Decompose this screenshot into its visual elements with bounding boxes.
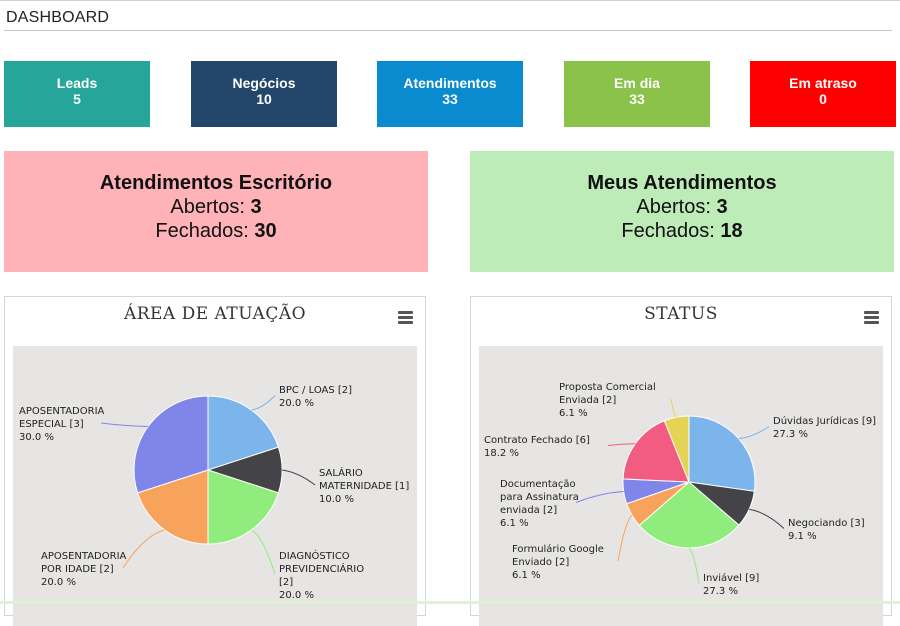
summary-closed-label: Fechados: <box>621 220 715 242</box>
pie-slice-label: Formulário Google Enviado [2] 6.1 % <box>512 543 604 581</box>
stat-card-label: Em dia <box>614 75 660 91</box>
chart-panel-area-atuacao: ÁREA DE ATUAÇÃO BPC / LOAS [2] 20.0 % SALÁ… <box>4 296 426 626</box>
pie-slice[interactable] <box>133 395 209 494</box>
pie-connector <box>688 547 700 584</box>
stat-card-em-atraso[interactable]: Em atraso 0 <box>750 61 896 127</box>
stat-card-atendimentos[interactable]: Atendimentos 33 <box>377 61 523 127</box>
pie-slice[interactable] <box>136 469 209 545</box>
summary-card-meus: Meus Atendimentos Abertos: 3 Fechados: 1… <box>470 151 894 272</box>
stat-card-value: 0 <box>819 91 827 107</box>
summary-closed-row: Fechados: 30 <box>4 219 428 243</box>
pie-connector <box>670 398 677 418</box>
pie-slice-label: APOSENTADORIA ESPECIAL [3] 30.0 % <box>19 406 105 443</box>
pie-slice[interactable] <box>638 481 740 549</box>
stat-card-label: Em atraso <box>789 75 857 91</box>
summary-closed-value: 30 <box>254 220 277 242</box>
stat-card-em-dia[interactable]: Em dia 33 <box>564 61 710 127</box>
summary-open-value: 3 <box>716 196 728 218</box>
pie-slice-label: SALÁRIO MATERNIDADE [1] 10.0 % <box>319 466 409 505</box>
bottom-strip <box>0 601 900 604</box>
pie-connector <box>122 529 165 569</box>
top-border <box>0 0 900 1</box>
page-title: DASHBOARD <box>6 9 110 26</box>
summary-open-row: Abertos: 3 <box>4 195 428 219</box>
pie-connector <box>607 443 636 446</box>
chart-plot-area: BPC / LOAS [2] 20.0 % SALÁRIO MATERNIDADE [… <box>13 346 417 626</box>
stat-card-label: Atendimentos <box>403 75 497 91</box>
chart-menu-icon[interactable] <box>398 311 413 324</box>
stat-card-value: 10 <box>256 91 272 107</box>
pie-connector <box>749 508 785 529</box>
summary-closed-label: Fechados: <box>155 220 249 242</box>
summary-card-escritorio: Atendimentos Escritório Abertos: 3 Fecha… <box>4 151 428 272</box>
pie-connector <box>251 395 276 411</box>
pie-chart-area-atuacao: BPC / LOAS [2] 20.0 % SALÁRIO MATERNIDADE [… <box>19 385 409 601</box>
pie-slice-label: Dúvidas Jurídicas [9] 27.3 % <box>773 415 876 440</box>
chart-title: ÁREA DE ATUAÇÃO <box>123 304 307 324</box>
summary-title: Meus Atendimentos <box>587 172 777 194</box>
chart-title: STATUS <box>644 304 718 324</box>
chart-plot-area: Dúvidas Jurídicas [9] 27.3 % Negociando [3… <box>479 346 883 626</box>
pie-slice-label: Proposta Comercial Enviada [2] 6.1 % <box>559 382 656 419</box>
pie-connector <box>251 529 276 575</box>
summary-closed-row: Fechados: 18 <box>470 219 894 243</box>
stat-card-leads[interactable]: Leads 5 <box>4 61 150 127</box>
stat-card-label: Negócios <box>232 75 296 91</box>
pie-slice-label: Contrato Fechado [6] 18.2 % <box>484 435 590 459</box>
summary-open-label: Abertos: <box>170 196 245 218</box>
pie-slice-label: BPC / LOAS [2] 20.0 % <box>279 385 352 409</box>
pie-slice-label: Inviável [9] 27.3 % <box>703 572 759 597</box>
stat-card-negocios[interactable]: Negócios 10 <box>191 61 337 127</box>
pie-connector <box>281 469 316 486</box>
summary-open-label: Abertos: <box>636 196 711 218</box>
summary-open-row: Abertos: 3 <box>470 195 894 219</box>
stat-card-value: 33 <box>442 91 458 107</box>
summary-closed-value: 18 <box>720 220 743 242</box>
pie-slice[interactable] <box>207 395 280 471</box>
pie-chart-status: Dúvidas Jurídicas [9] 27.3 % Negociando [3… <box>484 382 876 597</box>
chart-menu-icon[interactable] <box>864 311 879 324</box>
pie-slice[interactable] <box>207 469 280 545</box>
pie-slice-label: Documentação para Assinatura enviada [2] 6.… <box>500 479 579 529</box>
pie-slice[interactable] <box>688 415 756 492</box>
stat-card-label: Leads <box>56 75 98 91</box>
pie-connector <box>100 422 149 427</box>
chart-panel-status: STATUS Dúvidas Jurídicas [9] 27.3 % Negoci… <box>470 296 892 626</box>
pie-slice-label: Negociando [3] 9.1 % <box>788 518 865 542</box>
stat-card-value: 33 <box>629 91 645 107</box>
title-divider <box>4 30 892 31</box>
stat-card-value: 5 <box>73 91 81 107</box>
pie-connector <box>617 514 633 562</box>
pie-slice-label: DIAGNÓSTICO PREVIDENCIÁRIO [2] 20.0 % <box>279 549 364 601</box>
summary-title: Atendimentos Escritório <box>99 172 333 194</box>
summary-open-value: 3 <box>250 196 262 218</box>
pie-connector <box>738 426 770 440</box>
pie-slice-label: APOSENTADORIA POR IDADE [2] 20.0 % <box>41 551 127 588</box>
pie-connector <box>575 491 624 503</box>
